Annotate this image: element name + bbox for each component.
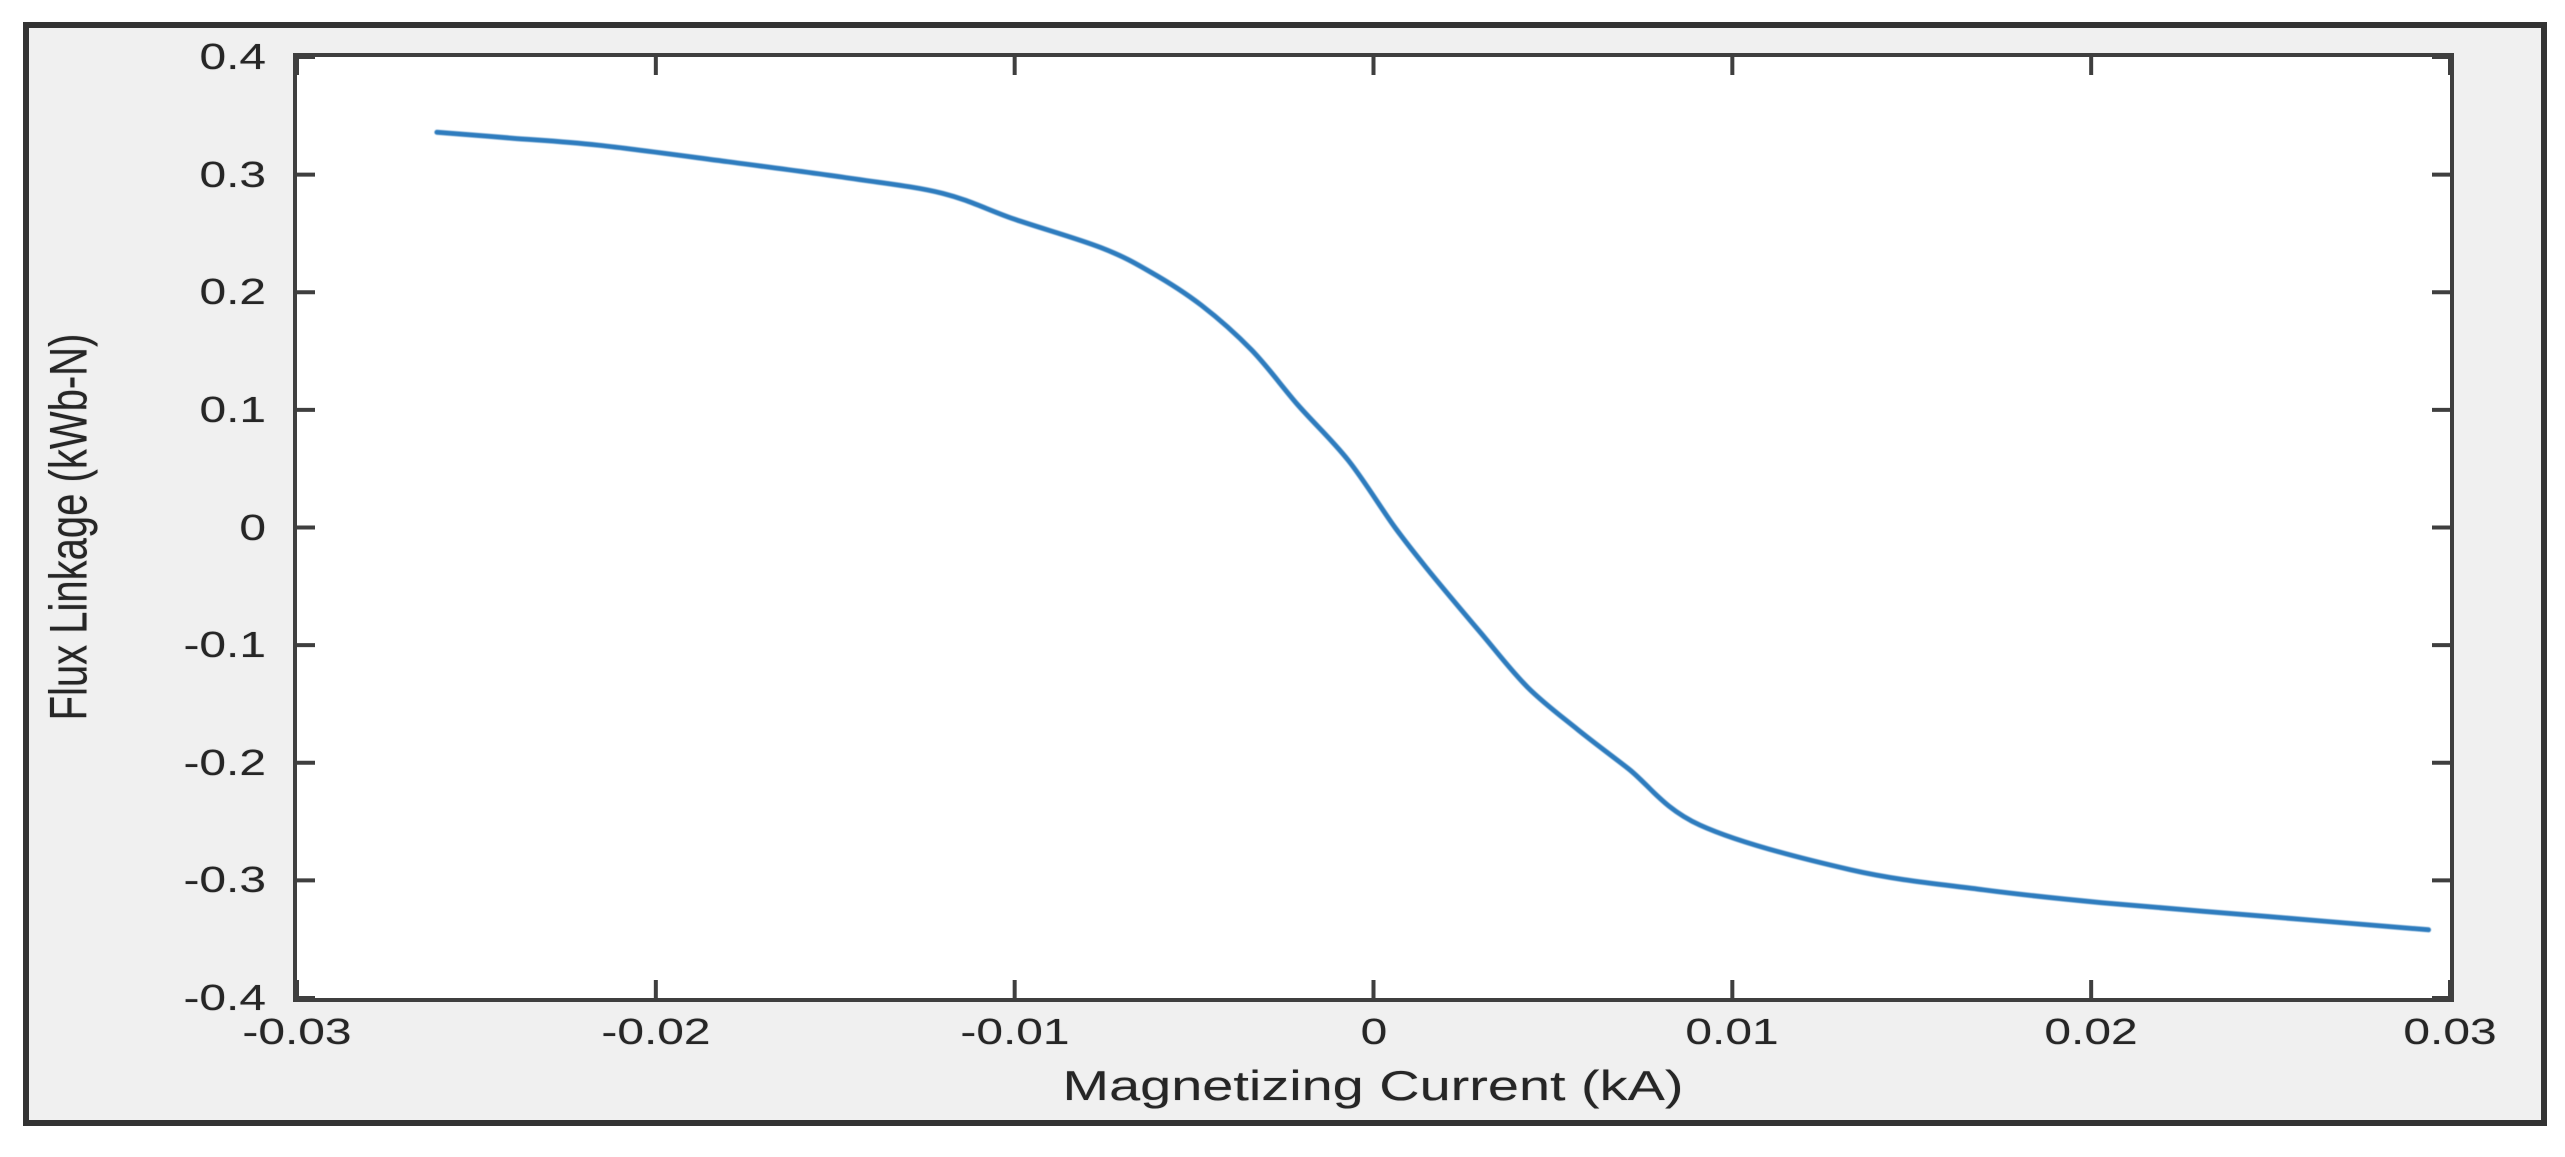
flux-linkage-curve <box>434 129 2431 933</box>
plot-area <box>293 53 2454 1002</box>
x-axis-label: Magnetizing Current (kA) <box>1062 1062 1684 1109</box>
y-axis-label: Flux Linkage (kWb-N) <box>40 333 99 721</box>
plot-canvas <box>295 55 2452 1000</box>
